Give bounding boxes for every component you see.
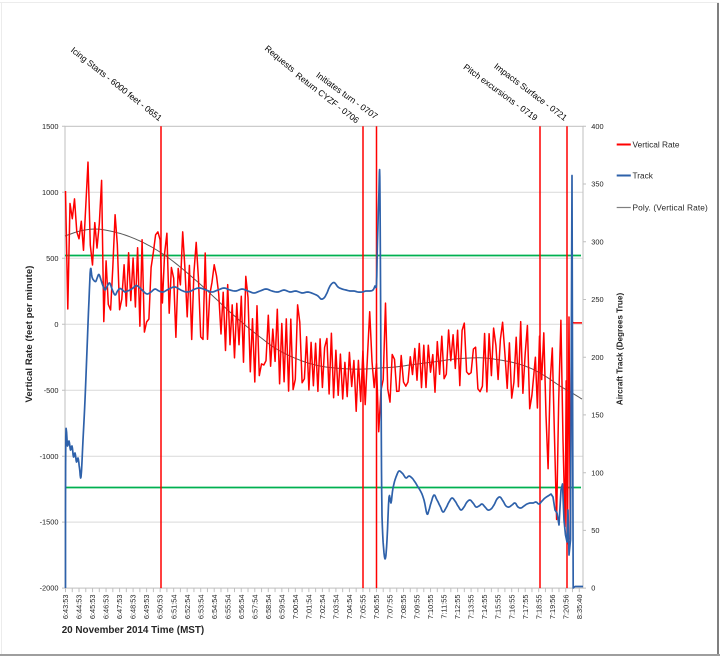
svg-text:7:10:55: 7:10:55	[426, 595, 435, 620]
svg-text:-500: -500	[44, 386, 59, 395]
svg-text:7:09:55: 7:09:55	[413, 595, 422, 620]
svg-text:7:12:55: 7:12:55	[453, 595, 462, 620]
svg-text:Poly. (Vertical Rate): Poly. (Vertical Rate)	[633, 202, 709, 212]
svg-text:400: 400	[591, 122, 603, 131]
svg-text:7:11:55: 7:11:55	[440, 595, 449, 619]
svg-text:6:59:54: 6:59:54	[277, 595, 286, 620]
svg-text:7:01:54: 7:01:54	[304, 595, 313, 620]
svg-text:7:19:56: 7:19:56	[548, 595, 557, 620]
svg-text:7:20:56: 7:20:56	[561, 595, 570, 620]
svg-text:6:43:53: 6:43:53	[61, 595, 70, 620]
svg-text:-1500: -1500	[40, 518, 59, 527]
svg-text:6:53:54: 6:53:54	[196, 595, 205, 620]
svg-text:0: 0	[591, 584, 595, 593]
svg-text:7:17:55: 7:17:55	[521, 595, 530, 620]
svg-text:7:06:55: 7:06:55	[372, 595, 381, 620]
svg-text:7:18:55: 7:18:55	[534, 595, 543, 620]
svg-text:7:16:55: 7:16:55	[507, 595, 516, 620]
svg-text:250: 250	[591, 295, 603, 304]
svg-text:6:51:54: 6:51:54	[169, 595, 178, 620]
svg-text:6:47:53: 6:47:53	[115, 595, 124, 620]
svg-text:350: 350	[591, 180, 603, 189]
svg-text:6:46:53: 6:46:53	[102, 595, 111, 620]
svg-text:6:49:53: 6:49:53	[142, 595, 151, 620]
svg-text:Vertical Rate (feet per minut: Vertical Rate (feet per minute)	[23, 266, 34, 403]
svg-text:6:45:53: 6:45:53	[88, 595, 97, 620]
svg-text:6:48:53: 6:48:53	[129, 595, 138, 620]
svg-text:300: 300	[591, 237, 603, 246]
svg-text:7:03:54: 7:03:54	[332, 595, 341, 620]
svg-text:150: 150	[591, 411, 603, 420]
svg-text:500: 500	[46, 254, 58, 263]
svg-text:6:54:54: 6:54:54	[210, 595, 219, 620]
svg-text:20 November 2014 Time (MST): 20 November 2014 Time (MST)	[62, 625, 205, 636]
svg-text:6:58:54: 6:58:54	[264, 595, 273, 620]
svg-text:7:08:55: 7:08:55	[399, 595, 408, 620]
svg-text:6:55:54: 6:55:54	[223, 595, 232, 620]
svg-text:6:44:53: 6:44:53	[75, 595, 84, 620]
svg-text:8:35:40: 8:35:40	[575, 595, 584, 620]
svg-text:Vertical Rate: Vertical Rate	[633, 139, 680, 149]
svg-text:7:14:55: 7:14:55	[480, 595, 489, 620]
svg-text:6:52:54: 6:52:54	[183, 595, 192, 620]
svg-text:1000: 1000	[42, 188, 58, 197]
svg-text:7:13:55: 7:13:55	[467, 595, 476, 620]
svg-text:6:57:54: 6:57:54	[250, 595, 259, 620]
svg-text:-2000: -2000	[40, 584, 59, 593]
svg-text:7:05:55: 7:05:55	[359, 595, 368, 620]
svg-text:7:00:54: 7:00:54	[291, 595, 300, 620]
svg-text:Track: Track	[633, 170, 654, 180]
svg-text:1500: 1500	[42, 122, 58, 131]
svg-text:Aircraft Track (Degrees True): Aircraft Track (Degrees True)	[616, 293, 625, 406]
svg-text:100: 100	[591, 468, 603, 477]
svg-text:-1000: -1000	[40, 452, 59, 461]
svg-text:0: 0	[54, 320, 58, 329]
svg-text:200: 200	[591, 353, 603, 362]
svg-text:50: 50	[591, 526, 599, 535]
svg-text:6:50:53: 6:50:53	[156, 595, 165, 620]
svg-text:6:56:54: 6:56:54	[237, 595, 246, 620]
svg-text:7:02:54: 7:02:54	[318, 595, 327, 620]
svg-text:7:15:55: 7:15:55	[494, 595, 503, 620]
svg-text:7:04:54: 7:04:54	[345, 595, 354, 620]
svg-text:7:07:55: 7:07:55	[386, 595, 395, 620]
